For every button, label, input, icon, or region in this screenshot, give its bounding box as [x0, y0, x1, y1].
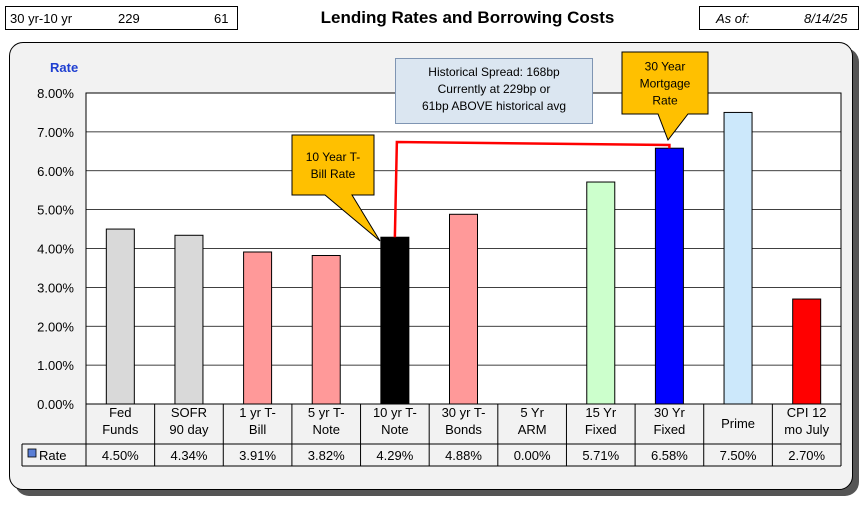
x-category-label: Funds [102, 422, 139, 437]
spread-note-line-1: Historical Spread: 168bp [428, 65, 560, 79]
x-category-label: 1 yr T- [239, 405, 276, 420]
spread-note-line-3: 61bp ABOVE historical avg [421, 99, 567, 113]
spread-label: 30 yr-10 yr [10, 11, 73, 26]
x-category-label: mo July [784, 422, 829, 437]
x-category-label: CPI 12 [787, 405, 827, 420]
x-category-label: 90 day [169, 422, 209, 437]
data-label: 2.70% [788, 448, 825, 463]
data-label: 3.82% [308, 448, 345, 463]
x-category-label: Fixed [585, 422, 617, 437]
data-label: 4.50% [102, 448, 139, 463]
ten-year-callout [291, 134, 381, 242]
legend-label: Rate [39, 448, 66, 463]
x-category-label: Fixed [654, 422, 686, 437]
data-label: 6.58% [651, 448, 688, 463]
bar [723, 111, 753, 405]
bar [311, 254, 341, 405]
x-category-label: Prime [721, 416, 755, 431]
data-label: 4.34% [171, 448, 208, 463]
x-category-label: 10 yr T- [373, 405, 417, 420]
y-tick-label: 0.00% [37, 397, 74, 412]
y-tick-label: 4.00% [37, 242, 74, 257]
x-category-label: Note [381, 422, 408, 437]
y-axis-label: Rate [50, 60, 78, 75]
y-tick-label: 7.00% [37, 125, 74, 140]
y-tick-label: 3.00% [37, 280, 74, 295]
x-category-label: Fed [109, 405, 131, 420]
as-of-label: As of: [716, 11, 750, 26]
spread-vs-avg-value: 61 [214, 11, 229, 26]
data-label: 3.91% [239, 448, 276, 463]
x-category-label: 5 Yr [520, 405, 544, 420]
x-category-label: SOFR [171, 405, 207, 420]
x-category-label: 5 yr T- [308, 405, 345, 420]
historical-spread-note: Historical Spread: 168bp Currently at 22… [395, 58, 593, 124]
bar [449, 213, 478, 405]
bar [792, 298, 822, 405]
page-title: Lending Rates and Borrowing Costs [320, 8, 615, 27]
x-category-label: Bonds [445, 422, 482, 437]
data-label: 4.29% [376, 448, 413, 463]
mortgage-callout-text: Rate [652, 94, 678, 108]
bar [174, 234, 204, 405]
x-category-label: ARM [518, 422, 547, 437]
x-category-label: 30 yr T- [442, 405, 486, 420]
y-tick-label: 2.00% [37, 319, 74, 334]
spread-connector-line [393, 140, 671, 238]
x-category-label: 30 Yr [654, 405, 686, 420]
data-label: 4.88% [445, 448, 482, 463]
mortgage-callout [621, 51, 709, 142]
bar [243, 251, 273, 405]
bar [654, 147, 684, 405]
y-tick-label: 1.00% [37, 358, 74, 373]
y-tick-label: 6.00% [37, 164, 74, 179]
spread-bp-value: 229 [118, 11, 140, 26]
data-label: 7.50% [720, 448, 757, 463]
spread-note-line-2: Currently at 229bp or [437, 82, 551, 96]
as-of-date: 8/14/25 [804, 11, 848, 26]
bar [380, 236, 410, 405]
x-category-label: 15 Yr [585, 405, 617, 420]
legend-marker [27, 448, 37, 458]
y-tick-label: 5.00% [37, 203, 74, 218]
bar [105, 228, 135, 405]
as-of-box: As of: 8/14/25 [699, 6, 859, 30]
data-label: 5.71% [582, 448, 619, 463]
ten-year-callout-text: Bill Rate [311, 167, 356, 181]
y-tick-label: 8.00% [37, 86, 74, 101]
mortgage-callout-text: Mortgage [640, 77, 691, 91]
data-label: 0.00% [514, 448, 551, 463]
x-category-label: Note [312, 422, 339, 437]
ten-year-callout-text: 10 Year T- [306, 150, 361, 164]
spread-summary-box: 30 yr-10 yr 229 61 [5, 6, 238, 30]
x-category-label: Bill [249, 422, 266, 437]
mortgage-callout-text: 30 Year [645, 60, 686, 74]
bar [586, 181, 616, 405]
